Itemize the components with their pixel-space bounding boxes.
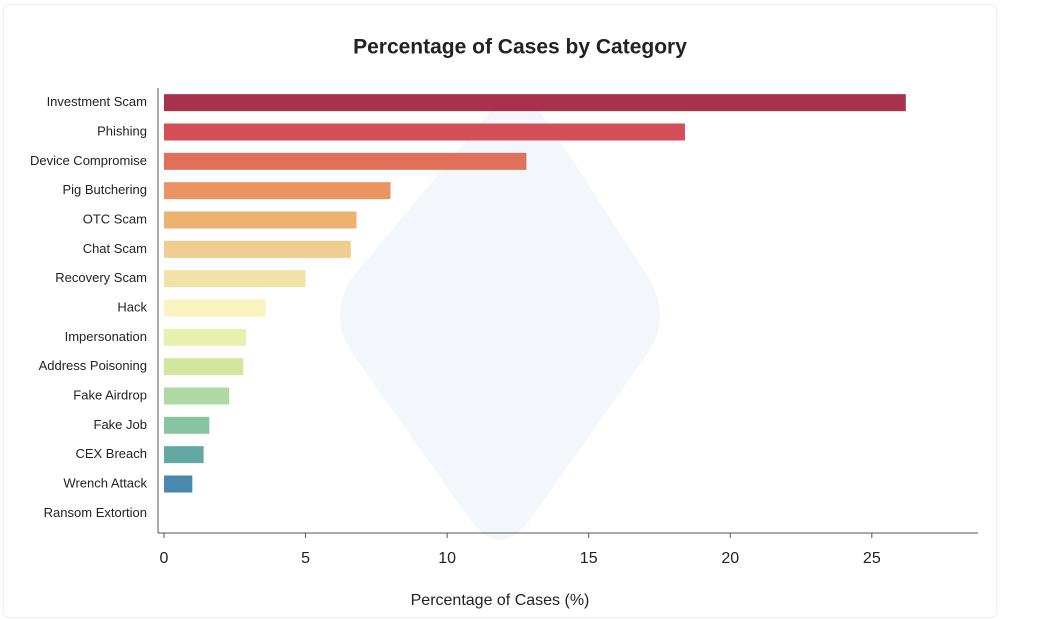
y-tick-label: Pig Butchering: [62, 182, 147, 197]
y-tick-label: Fake Job: [94, 417, 147, 432]
bar: [164, 446, 204, 464]
x-tick-label: 10: [438, 550, 456, 567]
bar: [164, 358, 244, 376]
y-tick-label: Recovery Scam: [55, 270, 147, 285]
x-axis-label: Percentage of Cases (%): [411, 592, 590, 609]
y-tick-label: Investment Scam: [47, 94, 147, 109]
bar: [164, 240, 351, 258]
bar: [164, 94, 906, 112]
card: [3, 4, 997, 618]
y-tick-label: Chat Scam: [83, 241, 147, 256]
y-tick-label: Phishing: [97, 123, 147, 138]
y-tick-label: Device Compromise: [30, 153, 147, 168]
y-tick-label: Hack: [117, 299, 147, 314]
bar: [164, 211, 357, 229]
y-tick-label: Wrench Attack: [63, 475, 147, 490]
y-tick-label: Fake Airdrop: [73, 387, 147, 402]
watermark: [340, 99, 660, 541]
bar: [164, 299, 266, 317]
y-tick-label: Address Poisoning: [39, 358, 147, 373]
bar: [164, 152, 527, 170]
y-tick-label: CEX Breach: [75, 446, 147, 461]
bar: [164, 328, 247, 346]
bar: [164, 387, 230, 405]
y-tick-label: Impersonation: [65, 329, 147, 344]
bar: [164, 270, 306, 288]
chart-title: Percentage of Cases by Category: [353, 36, 687, 59]
x-tick-label: 25: [863, 550, 881, 567]
bar: [164, 123, 685, 141]
bar: [164, 182, 391, 200]
bar: [164, 416, 210, 434]
x-tick-label: 5: [301, 550, 310, 567]
bar: [164, 475, 193, 493]
x-tick-label: 0: [160, 550, 169, 567]
x-tick-label: 20: [721, 550, 739, 567]
y-tick-label: Ransom Extortion: [44, 505, 147, 520]
y-tick-label: OTC Scam: [83, 211, 147, 226]
x-tick-label: 15: [580, 550, 598, 567]
